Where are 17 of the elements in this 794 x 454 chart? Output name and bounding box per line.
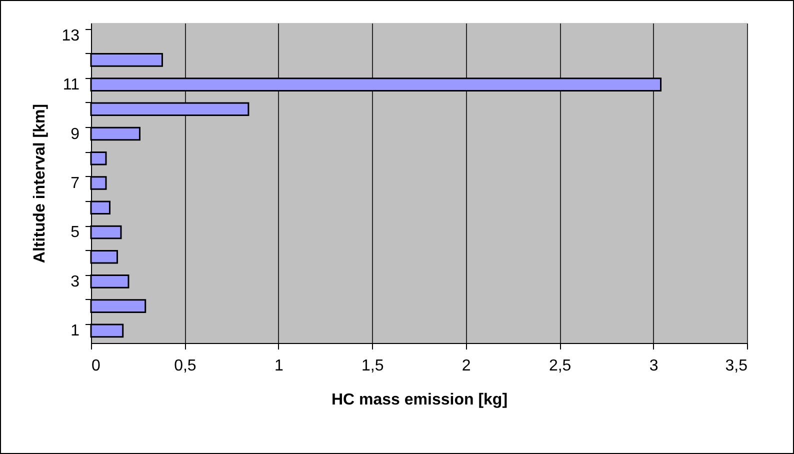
- y-tick-label: 3: [70, 273, 80, 290]
- y-axis-title: Altitude interval [km]: [32, 104, 49, 264]
- x-axis-title: HC mass emission [kg]: [331, 392, 508, 408]
- y-tick-label: 5: [70, 224, 80, 242]
- y-tick-label: 11: [62, 76, 80, 94]
- x-tick-label: 2,5: [548, 358, 572, 374]
- y-tick-label: 9: [70, 126, 80, 143]
- x-tick-label: 1: [274, 358, 284, 374]
- x-tick-label: 3,5: [725, 358, 748, 374]
- x-tick-label: 1,5: [362, 358, 384, 374]
- x-tick-label: 0,5: [174, 358, 196, 374]
- x-tick-label: 3: [649, 358, 658, 374]
- x-tick-label: 2: [462, 358, 471, 374]
- y-tick-label: 13: [62, 27, 80, 44]
- y-tick-label: 1: [70, 322, 80, 340]
- y-tick-label: 7: [70, 175, 80, 192]
- x-tick-label: 0: [92, 358, 100, 374]
